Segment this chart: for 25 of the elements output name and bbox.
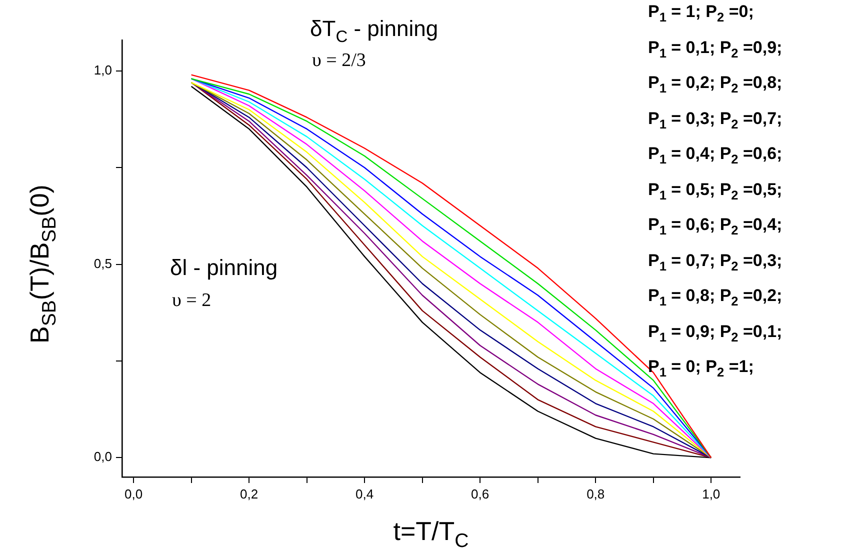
annotation: P$_{1}$ = 0,6; P$_{2}$ =0,4; (648, 215, 782, 238)
y-tick-label: 0,0 (94, 449, 112, 464)
annotation: P$_{1}$ = 0,4; P$_{2}$ =0,6; (648, 144, 782, 166)
annotation: P$_{1}$ = 0,5; P$_{2}$ =0,5; (648, 180, 782, 202)
y-tick-label: 0,5 (94, 256, 112, 271)
x-tick-label: 0,4 (356, 486, 374, 502)
text: P$_{1}$ = 1; P$_{2}$ =0; (648, 2, 754, 24)
annotation: P$_{1}$ = 0,2; P$_{2}$ =0,8; (648, 73, 782, 96)
x-tick-label: 0,6 (471, 486, 490, 502)
x-tick-label: 0,0 (124, 486, 143, 502)
x-tick-label: 0,8 (586, 486, 605, 502)
annotation: P$_{1}$ = 0,7; P$_{2}$ =0,3; (648, 250, 782, 273)
annotation: P$_{1}$ = 0; P$_{2}$ =1; (648, 357, 754, 380)
y-tick-label: 1,0 (94, 62, 112, 78)
annotation: δT$_{C}$ - pinning (310, 16, 438, 46)
annotation: υ = 2/3 (312, 50, 366, 72)
x-tick-label: 1,0 (702, 486, 720, 502)
annotation: P$_{1}$ = 0,8; P$_{2}$ =0,2; (648, 286, 782, 308)
annotation: υ = 2 (172, 290, 212, 312)
annotation: P$_{1}$ = 0,1; P$_{2}$ =0,9; (648, 38, 782, 60)
annotation: δl - pinning (170, 255, 278, 281)
x-axis-title: t=T/T$_{C}$ (393, 516, 469, 552)
annotation: P$_{1}$ = 0,3; P$_{2}$ =0,7; (648, 108, 782, 131)
x-tick-label: 0,2 (240, 486, 258, 502)
annotation: P$_{1}$ = 0,9; P$_{2}$ =0,1; (648, 322, 782, 344)
